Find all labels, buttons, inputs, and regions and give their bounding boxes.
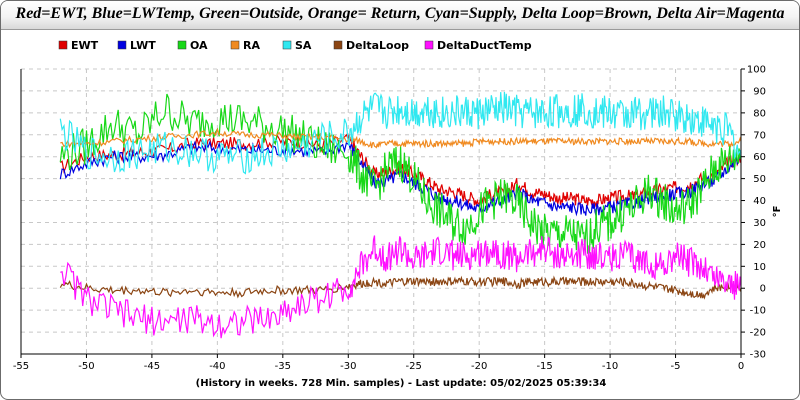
legend-item-lwt: LWT: [117, 39, 156, 52]
y-tick-label: -30: [750, 350, 766, 361]
legend-label: DeltaDuctTemp: [437, 39, 532, 52]
series-line-sa: [59, 91, 742, 175]
y-axis-label: °F: [772, 206, 783, 218]
legend-item-deltaloop: DeltaLoop: [333, 39, 409, 52]
y-tick-label: 10: [753, 262, 766, 273]
y-tick-label: 20: [753, 240, 766, 251]
x-tick-label: -20: [471, 361, 487, 372]
legend-label: LWT: [130, 39, 156, 52]
y-tick-label: 50: [753, 174, 766, 185]
x-tick-label: -35: [275, 361, 291, 372]
x-tick-label: -25: [406, 361, 422, 372]
x-tick-label: -15: [536, 361, 552, 372]
y-tick-label: -20: [750, 328, 766, 339]
y-tick-label: 0: [760, 284, 766, 295]
legend-item-oa: OA: [177, 39, 208, 52]
y-tick-label: 60: [753, 152, 766, 163]
legend-item-deltaducttemp: DeltaDuctTemp: [424, 39, 532, 52]
legend-swatch: [424, 40, 434, 50]
x-tick-label: -55: [13, 361, 29, 372]
y-tick-label: 80: [753, 108, 766, 119]
x-tick-label: -10: [602, 361, 618, 372]
series-line-deltaducttemp: [60, 235, 742, 339]
series-line-deltaloop: [59, 275, 742, 300]
y-tick-label: 100: [747, 65, 766, 76]
legend-swatch: [177, 40, 187, 50]
x-tick-label: -50: [78, 361, 94, 372]
legend-label: OA: [190, 39, 208, 52]
legend-label: EWT: [71, 39, 99, 52]
series-line-lwt: [59, 139, 742, 217]
legend-swatch: [230, 40, 240, 50]
legend-item-ra: RA: [230, 39, 260, 52]
y-tick-label: 70: [753, 130, 766, 141]
y-tick-label: 90: [753, 86, 766, 97]
legend-swatch: [117, 40, 127, 50]
y-tick-label: 30: [753, 218, 766, 229]
chart-title: Red=EWT, Blue=LWTemp, Green=Outside, Ora…: [15, 5, 785, 22]
x-tick-label: -45: [144, 361, 160, 372]
x-tick-label: -40: [209, 361, 225, 372]
legend-swatch: [282, 40, 292, 50]
x-tick-label: -30: [340, 361, 356, 372]
legend-swatch: [333, 40, 343, 50]
legend-label: SA: [295, 39, 312, 52]
series-line-ra: [60, 127, 742, 149]
y-tick-label: 40: [753, 196, 766, 207]
legend-label: DeltaLoop: [346, 39, 409, 52]
legend-swatch: [58, 40, 68, 50]
x-tick-label: 0: [738, 361, 744, 372]
legend-item-sa: SA: [282, 39, 312, 52]
legend-item-ewt: EWT: [58, 39, 99, 52]
x-tick-label: -5: [671, 361, 681, 372]
y-tick-label: -10: [750, 306, 766, 317]
title-bar: [1, 1, 799, 30]
x-axis-label: (History in weeks. 728 Min. samples) - L…: [196, 378, 607, 389]
series-line-oa: [59, 93, 742, 255]
legend-label: RA: [243, 39, 260, 52]
